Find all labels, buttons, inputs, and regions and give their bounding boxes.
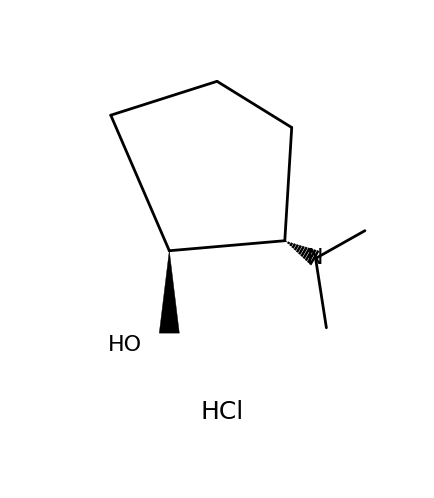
Text: HCl: HCl [201, 400, 244, 424]
Polygon shape [159, 250, 179, 333]
Text: HO: HO [108, 335, 141, 355]
Text: N: N [307, 249, 324, 268]
